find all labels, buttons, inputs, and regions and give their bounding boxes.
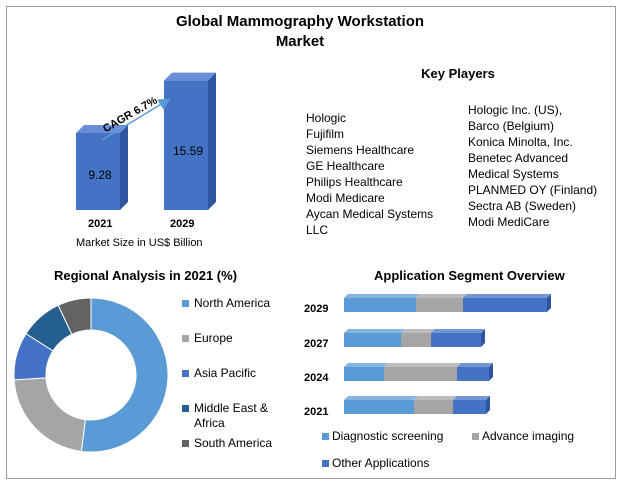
key-players-title: Key Players — [421, 66, 495, 81]
bar-end-cap — [481, 329, 485, 347]
player-item: Hologic Inc. (US), — [468, 103, 563, 117]
legend-label-diagnostic: Diagnostic screening — [332, 429, 444, 443]
cagr-arrow — [101, 98, 171, 141]
bar-2029 — [164, 72, 216, 210]
player-item: Philips Healthcare — [306, 175, 403, 189]
chart-frame — [6, 6, 616, 479]
player-item: Fujifilm — [306, 127, 344, 141]
legend-label-europe: Europe — [194, 331, 233, 345]
legend-label-other: Other Applications — [332, 456, 430, 470]
x-axis-label: Market Size in US$ Billion — [76, 237, 203, 249]
legend-label-middle-east-africa: Middle East & Africa — [194, 401, 269, 430]
player-item: Modi Medicare — [306, 191, 385, 205]
player-item: Konica Minolta, Inc. — [468, 135, 573, 149]
key-players-list-left: Hologic Fujifilm Siemens Healthcare GE H… — [306, 110, 433, 238]
legend-swatch — [472, 433, 479, 440]
regional-title: Regional Analysis in 2021 (%) — [54, 268, 238, 283]
legend-swatch — [322, 433, 329, 440]
legend-swatch — [182, 440, 189, 447]
legend-label-south-america: South America — [194, 436, 273, 450]
donut-slice-north-america — [80, 297, 169, 453]
player-item: GE Healthcare — [306, 159, 385, 173]
legend-label-north-america: North America — [194, 296, 271, 310]
segment-2021-0 — [344, 396, 418, 414]
player-item: Siemens Healthcare — [306, 143, 415, 157]
key-players-list-right: Hologic Inc. (US), Barco (Belgium) Konic… — [468, 102, 597, 230]
legend-swatch — [322, 460, 329, 467]
x-tick-label: 2021 — [88, 218, 113, 230]
chart-title: Global Mammography Workstation Market — [175, 13, 425, 50]
segment-2027-2 — [431, 329, 485, 347]
application-title: Application Segment Overview — [374, 268, 565, 283]
legend-label-asia-pacific: Asia Pacific — [194, 366, 257, 380]
segment-2027-0 — [344, 329, 405, 347]
segment-2029-2 — [463, 294, 551, 312]
player-item: LLC — [306, 223, 329, 237]
y-tick-label: 2021 — [304, 406, 329, 418]
y-tick-label: 2029 — [304, 303, 329, 315]
segment-2024-1 — [384, 363, 461, 381]
player-item: Aycan Medical Systems — [306, 207, 434, 221]
segment-2024-0 — [344, 363, 388, 381]
segment-2021-1 — [414, 396, 457, 414]
segment-2027-1 — [401, 329, 435, 347]
legend-swatch — [182, 370, 189, 377]
player-item: Benetec Advanced — [468, 151, 569, 165]
legend-swatch — [182, 335, 189, 342]
player-item: Medical Systems — [468, 167, 559, 181]
player-item: Hologic — [306, 111, 347, 125]
y-tick-label: 2027 — [304, 338, 329, 350]
bar-2021 — [76, 124, 128, 210]
bar-value-label: 9.28 — [88, 168, 112, 182]
legend-label-advance-imaging: Advance imaging — [482, 429, 575, 443]
x-tick-label: 2029 — [170, 218, 195, 230]
segment-2029-1 — [416, 294, 467, 312]
bar-end-cap — [547, 294, 551, 312]
player-item: PLANMED OY (Finland) — [468, 183, 598, 197]
bar-end-cap — [489, 363, 493, 381]
y-tick-label: 2024 — [304, 372, 329, 384]
segment-2024-2 — [457, 363, 493, 381]
donut-slice-south-america — [57, 297, 92, 335]
donut-slice-europe — [13, 377, 86, 452]
bar-end-cap — [486, 396, 490, 414]
legend-swatch — [182, 300, 189, 307]
player-item: Sectra AB (Sweden) — [468, 199, 577, 213]
legend-swatch — [182, 405, 189, 412]
player-item: Modi MediCare — [468, 215, 550, 229]
segment-2029-0 — [344, 294, 420, 312]
segment-2021-2 — [453, 396, 490, 414]
bar-value-label: 15.59 — [172, 144, 204, 158]
player-item: Barco (Belgium) — [468, 119, 555, 133]
